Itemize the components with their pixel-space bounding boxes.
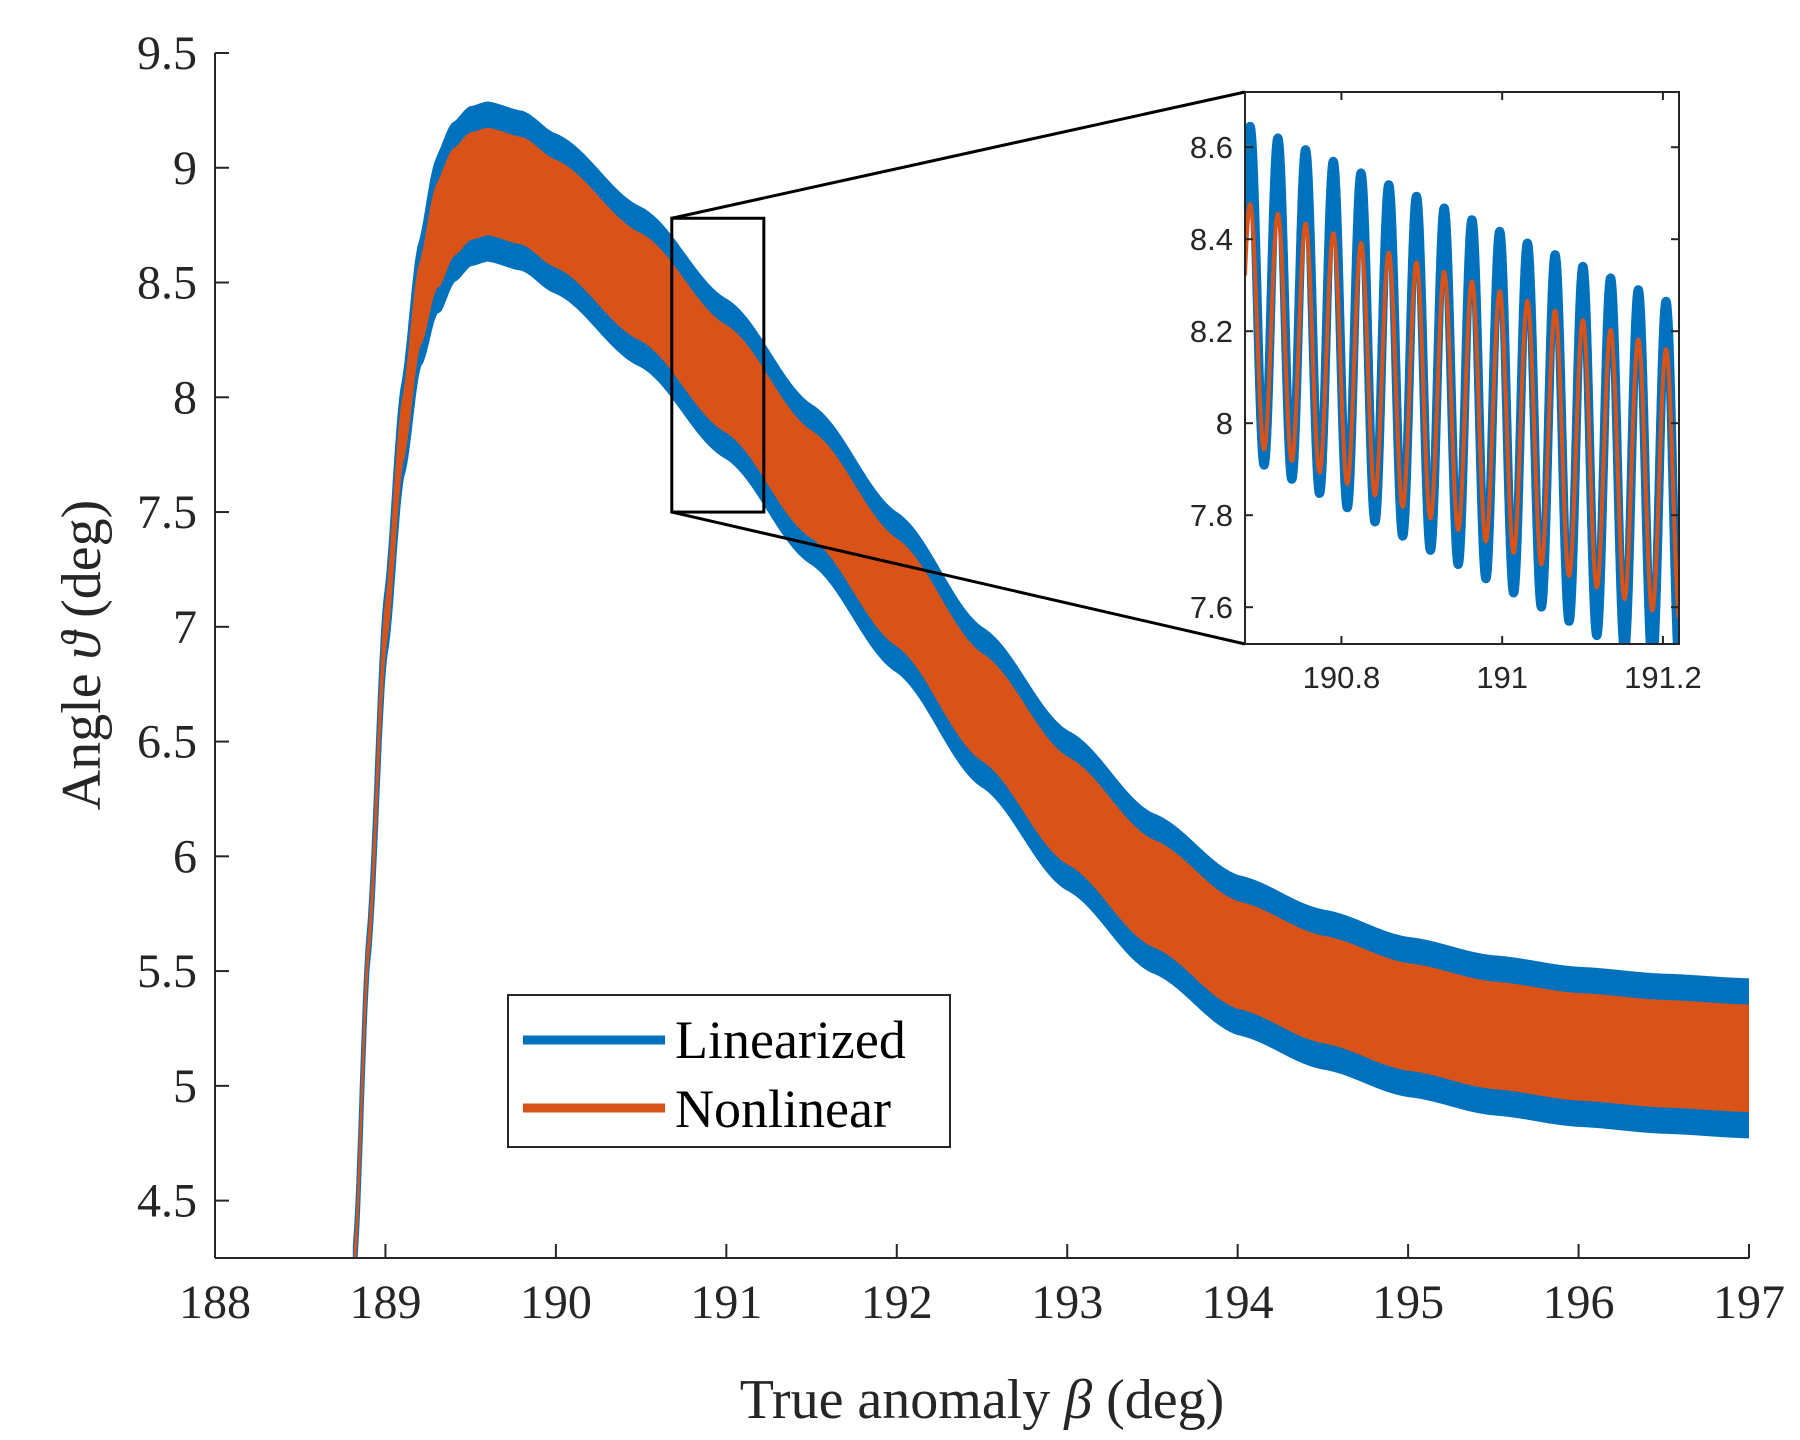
- x-tick-label: 192: [861, 1276, 933, 1329]
- inset-plot: 190.8 191 191.2 7.6 7.8 8 8.2 8.4 8.6: [1190, 91, 1702, 695]
- y-axis-label: Angle ϑ (deg): [51, 500, 113, 811]
- inset-y-tick-label: 8.6: [1190, 130, 1233, 165]
- x-axis-label-text: True anomaly: [740, 1369, 1065, 1431]
- inset-series-group: [1245, 121, 1679, 644]
- x-tick-label: 190: [520, 1276, 592, 1329]
- legend: Linearized Nonlinear: [507, 994, 951, 1148]
- inset-axes: 190.8 191 191.2 7.6 7.8 8 8.2 8.4 8.6: [1190, 91, 1702, 695]
- x-tick-label: 195: [1372, 1276, 1444, 1329]
- x-tick-label: 196: [1543, 1276, 1615, 1329]
- x-tick-label: 189: [349, 1276, 421, 1329]
- x-tick-label: 193: [1031, 1276, 1103, 1329]
- zoom-connector-bottom: [671, 510, 1246, 646]
- x-axis-label: True anomaly β (deg): [740, 1369, 1225, 1431]
- main-plot: 188 189 190 191 192 193 194 195 196 197 4.5 5 5.5 6 6.…: [51, 27, 1785, 1431]
- zoom-connector-top: [671, 90, 1246, 220]
- y-tick-label: 9: [173, 142, 197, 195]
- x-tick-label: 197: [1713, 1276, 1785, 1329]
- x-tick-label: 194: [1202, 1276, 1274, 1329]
- y-tick-label: 8.5: [137, 257, 197, 310]
- inset-y-tick-label: 8.4: [1190, 222, 1233, 257]
- y-axis-label-unit: (deg): [51, 500, 113, 632]
- y-tick-label: 6: [173, 830, 197, 883]
- y-tick-label: 8: [173, 371, 197, 424]
- inset-y-tick-label: 8: [1216, 406, 1233, 441]
- legend-box: [507, 994, 951, 1148]
- y-tick-label: 4.5: [137, 1175, 197, 1228]
- legend-label-linearized: Linearized: [675, 1010, 906, 1070]
- y-tick-label: 5.5: [137, 945, 197, 998]
- inset-frame: [1244, 91, 1680, 645]
- inset-x-tick-label: 191: [1476, 660, 1528, 695]
- inset-x-tick-label: 190.8: [1303, 660, 1381, 695]
- x-tick-label: 191: [690, 1276, 762, 1329]
- y-tick-label: 6.5: [137, 716, 197, 769]
- y-tick-label: 9.5: [137, 27, 197, 80]
- x-axis-label-unit: (deg): [1092, 1369, 1224, 1431]
- inset-line-nonlinear: [1245, 202, 1679, 620]
- x-axis-label-symbol: β: [1063, 1369, 1092, 1431]
- y-axis-label-symbol: ϑ: [51, 629, 113, 659]
- inset-y-tick-label: 7.8: [1190, 498, 1233, 533]
- inset-y-tick-label: 8.2: [1190, 314, 1233, 349]
- y-tick-label: 5: [173, 1060, 197, 1113]
- x-tick-label: 188: [179, 1276, 251, 1329]
- inset-y-tick-label: 7.6: [1190, 590, 1233, 625]
- inset-x-tick-label: 191.2: [1624, 660, 1702, 695]
- y-axis-label-text: Angle: [51, 659, 113, 810]
- legend-label-nonlinear: Nonlinear: [675, 1079, 891, 1139]
- y-tick-label: 7: [173, 601, 197, 654]
- y-tick-label: 7.5: [137, 486, 197, 539]
- zoom-indicator: [670, 90, 1246, 646]
- main-series-group: [352, 101, 1749, 1258]
- main-axes: 188 189 190 191 192 193 194 195 196 197 4.5 5 5.5 6 6.…: [137, 27, 1785, 1329]
- series-band-nonlinear: [353, 127, 1749, 1258]
- zoom-rectangle: [670, 216, 766, 514]
